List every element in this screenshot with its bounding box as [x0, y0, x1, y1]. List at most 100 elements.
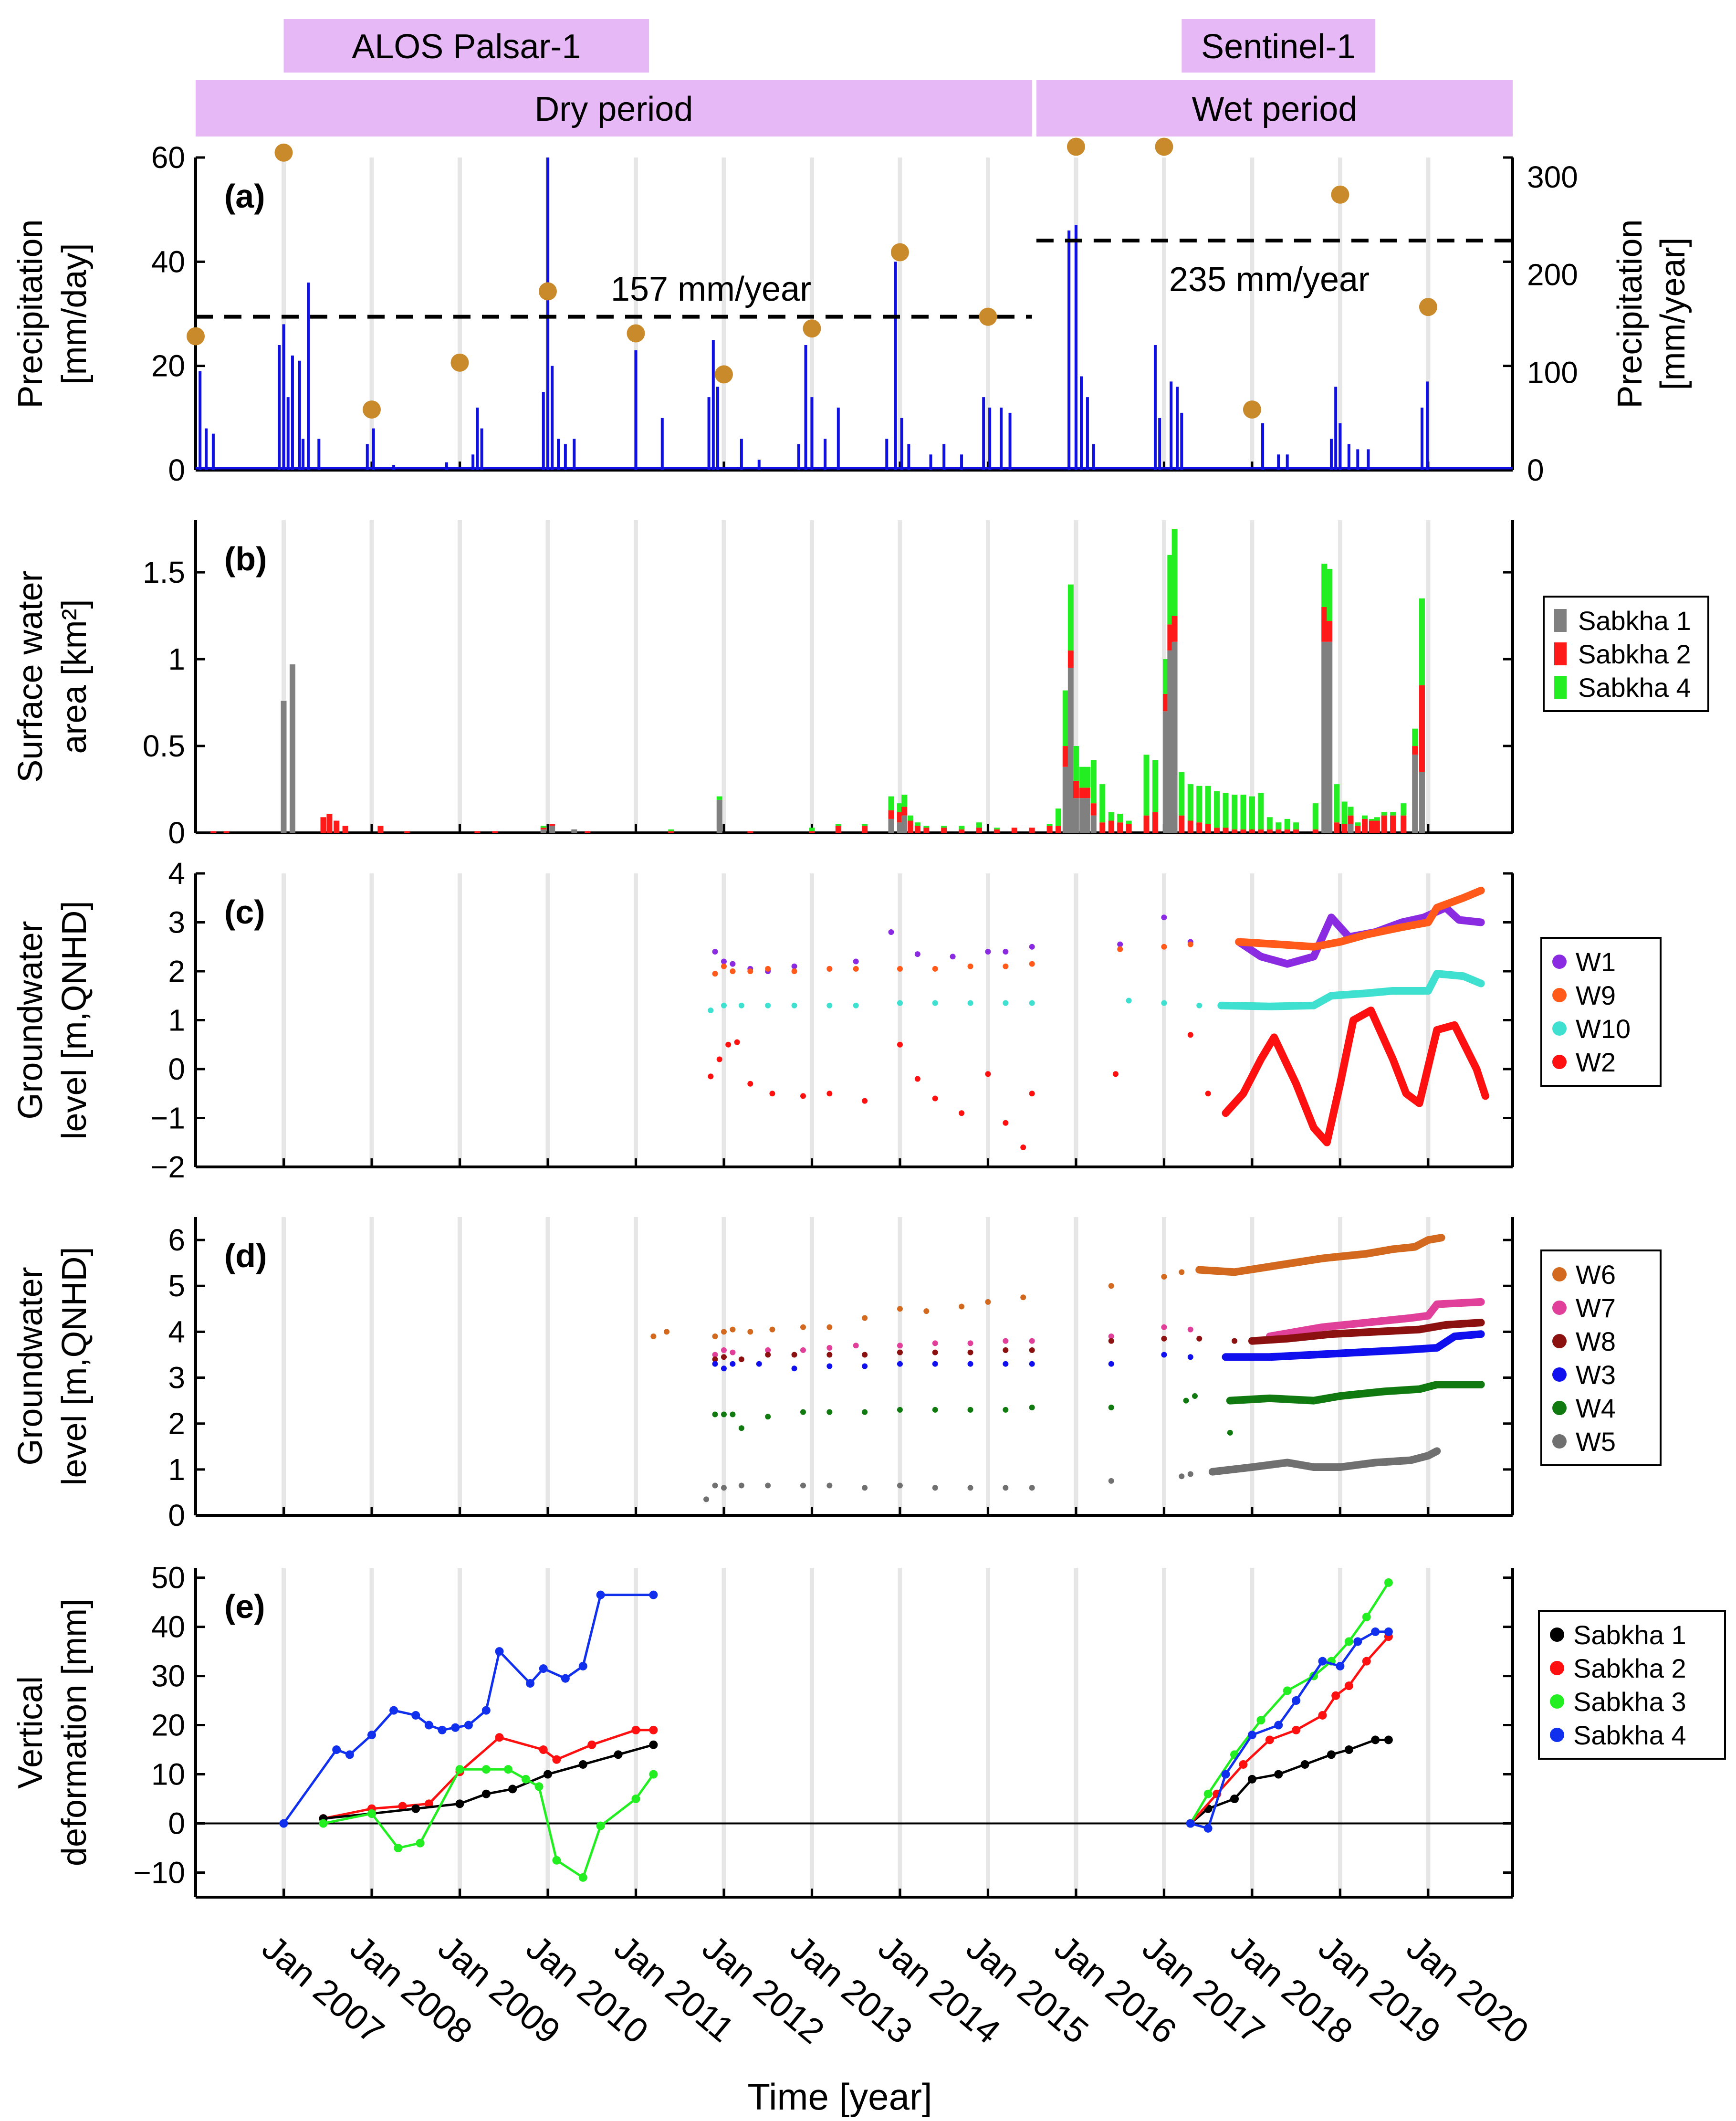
data-point [1161, 1324, 1167, 1330]
data-point [765, 1414, 771, 1420]
dense-record [1265, 1298, 1485, 1340]
annual-point [1419, 298, 1437, 316]
data-point [1112, 1071, 1119, 1077]
area-bar [1046, 824, 1053, 826]
annual-point [450, 353, 469, 372]
area-bar [1412, 755, 1418, 833]
area-bar [1401, 803, 1407, 816]
data-point [332, 1745, 341, 1754]
area-bar [941, 826, 947, 828]
data-point [1029, 1405, 1035, 1411]
data-point [1353, 1637, 1362, 1646]
data-point [826, 1352, 833, 1358]
area-bar [888, 819, 894, 833]
data-point [897, 1000, 903, 1006]
data-point [596, 1821, 605, 1830]
annual-point [714, 365, 733, 384]
data-point [1003, 1000, 1009, 1006]
area-bar [377, 826, 384, 833]
data-point [1232, 1338, 1238, 1344]
data-point [578, 1661, 587, 1670]
area-bar [1056, 826, 1062, 833]
data-point [932, 1485, 938, 1491]
header-band [1036, 80, 1513, 136]
y-axis-label: Surface water [11, 570, 50, 782]
data-point [1344, 1681, 1353, 1690]
area-bar [549, 824, 555, 826]
area-bar [1205, 786, 1211, 824]
data-point [1239, 1760, 1248, 1769]
data-point [708, 1008, 714, 1013]
area-bar [1187, 784, 1193, 821]
data-point [738, 1002, 744, 1008]
data-point [897, 1306, 903, 1312]
data-point [1371, 1627, 1380, 1636]
area-bar [1163, 711, 1169, 833]
data-point [721, 1365, 727, 1372]
data-point [791, 963, 797, 969]
y-tick-label: 20 [151, 349, 185, 383]
area-bar [1276, 822, 1282, 830]
area-bar [1163, 693, 1169, 712]
data-point [411, 1804, 420, 1813]
data-point [438, 1725, 447, 1734]
legend-marker [1552, 1367, 1567, 1382]
data-point [649, 1770, 658, 1779]
area-bar [908, 815, 914, 821]
area-bar [1258, 829, 1264, 833]
area-bar [1312, 829, 1318, 833]
data-point [1161, 914, 1167, 921]
data-point [826, 1482, 833, 1489]
data-point [721, 1002, 727, 1008]
data-point [1003, 1485, 1009, 1491]
legend-label: W1 [1576, 947, 1616, 977]
y-tick-label: 50 [151, 1561, 185, 1595]
data-point [1161, 944, 1167, 950]
data-point [730, 1411, 736, 1418]
dense-record [1222, 1007, 1489, 1146]
data-point [708, 1073, 714, 1080]
data-point [914, 951, 920, 957]
area-bar [668, 831, 674, 833]
data-point [862, 1485, 868, 1491]
legend-marker [1552, 955, 1567, 969]
data-point [394, 1844, 403, 1853]
area-bar [1321, 563, 1328, 607]
area-bar [1079, 798, 1085, 833]
panel-e-deformation: −10 0 10 20 30 40 50 Vertical deformation [mm] (e… [11, 1561, 1726, 1899]
area-bar [1152, 812, 1158, 833]
data-point [950, 954, 956, 960]
data-point [791, 1002, 797, 1008]
area-bar [1293, 822, 1299, 830]
legend-label: W9 [1576, 980, 1616, 1010]
legend-marker [1550, 1628, 1564, 1642]
panel-label: (c) [224, 893, 265, 931]
area-bar [1223, 828, 1229, 833]
data-point [721, 958, 727, 965]
data-point [1126, 998, 1132, 1004]
data-point [508, 1785, 517, 1794]
area-bar [1249, 829, 1255, 833]
data-point [1274, 1721, 1283, 1730]
data-point [862, 1409, 868, 1415]
data-point [712, 949, 718, 955]
data-point [367, 1809, 376, 1818]
area-bar [1341, 824, 1348, 833]
data-point [853, 958, 859, 965]
panel-label: (e) [224, 1588, 265, 1625]
data-point [730, 1326, 736, 1333]
area-bar [1205, 824, 1211, 833]
data-point [1196, 1002, 1203, 1008]
area-bar [976, 822, 982, 828]
header-band [1182, 19, 1376, 73]
area-bar [901, 815, 908, 833]
data-point [712, 1482, 718, 1489]
data-point [1029, 961, 1035, 967]
area-bar [888, 796, 894, 810]
legend-label: Sabkha 1 [1578, 606, 1691, 636]
data-point [552, 1856, 561, 1865]
data-point [481, 1706, 491, 1715]
area-bar [1419, 772, 1425, 833]
annual-point [627, 324, 645, 343]
